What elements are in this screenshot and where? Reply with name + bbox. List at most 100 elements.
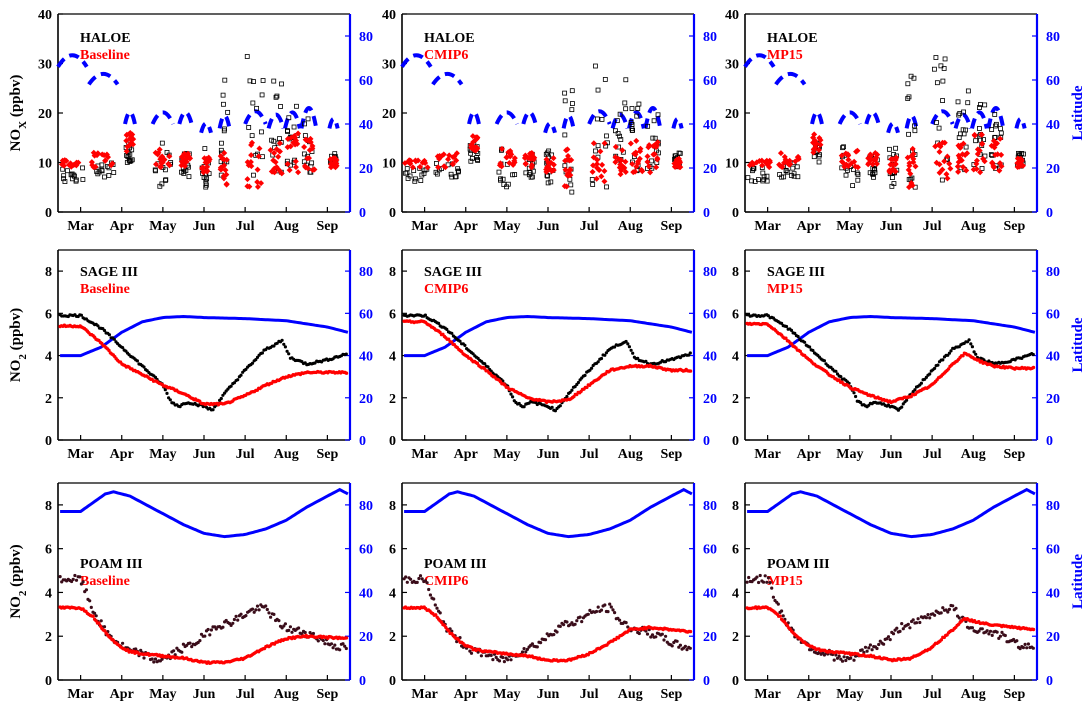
left-tick-label: 10	[38, 157, 52, 172]
observed-point	[407, 173, 413, 179]
right-tick-label: 40	[703, 350, 717, 365]
observed-point	[428, 593, 432, 597]
latitude-arc	[177, 110, 194, 125]
latitude-arc	[671, 116, 684, 129]
observed-point	[854, 394, 858, 399]
model-series	[58, 605, 349, 665]
observed-point	[832, 658, 836, 662]
observed-point	[928, 616, 932, 620]
observed-point	[568, 182, 574, 188]
model-point	[295, 130, 302, 137]
instrument-label: POAM III	[80, 557, 143, 572]
month-label: Sep	[660, 447, 682, 462]
model-point	[166, 153, 173, 160]
model-point	[615, 155, 622, 162]
observed-point	[947, 351, 952, 355]
observed-point	[422, 167, 428, 173]
observed-point	[530, 168, 536, 174]
observed-point	[93, 611, 97, 615]
observed-point	[486, 365, 490, 369]
observed-point	[455, 166, 461, 172]
model-point	[795, 154, 802, 161]
model-point	[907, 170, 914, 177]
observed-point	[269, 615, 273, 619]
right-tick-label: 0	[703, 434, 710, 449]
model-point	[653, 164, 660, 171]
observed-point	[770, 586, 774, 590]
model-point	[543, 156, 550, 163]
model-point	[647, 169, 654, 176]
month-label: Aug	[618, 447, 643, 462]
latitude-arc	[886, 121, 900, 134]
observed-point	[247, 78, 253, 84]
model-point	[254, 183, 261, 190]
observed-point	[203, 184, 209, 190]
observed-point	[662, 638, 666, 642]
observed-point	[630, 127, 635, 133]
month-label: Aug	[274, 687, 299, 702]
observed-point	[500, 176, 506, 182]
observed-point	[900, 622, 904, 626]
observed-point	[427, 587, 431, 592]
observed-point	[580, 620, 584, 624]
model-point	[594, 160, 601, 167]
model-point	[447, 337, 451, 341]
observed-point	[1031, 646, 1035, 650]
observed-point	[288, 625, 292, 629]
observed-point	[886, 635, 891, 639]
observed-point	[982, 102, 988, 108]
model-point	[295, 169, 302, 176]
observed-point	[552, 633, 556, 637]
observed-point	[190, 645, 194, 649]
observed-point	[417, 576, 421, 581]
observed-point	[491, 658, 495, 662]
month-label: Mar	[754, 219, 780, 234]
observed-point	[418, 178, 424, 183]
model-point	[521, 154, 528, 161]
model-point	[564, 146, 571, 153]
observed-point	[765, 580, 769, 584]
observed-point	[942, 56, 948, 62]
observed-point	[961, 131, 967, 137]
month-label: Sep	[1003, 687, 1025, 702]
observed-point	[655, 112, 661, 118]
left-tick-label: 6	[389, 543, 396, 558]
model-point	[766, 159, 773, 166]
observed-point	[280, 338, 284, 342]
left-tick-label: 8	[732, 499, 739, 514]
observed-point	[650, 135, 656, 141]
month-label: Apr	[110, 219, 134, 234]
observed-point	[415, 580, 419, 585]
observed-point	[882, 642, 886, 646]
model-point	[589, 168, 596, 175]
model-point	[327, 161, 334, 168]
left-tick-label: 6	[45, 307, 52, 322]
month-label: Jul	[923, 447, 942, 462]
observed-point	[941, 358, 945, 362]
model-point	[1031, 627, 1036, 632]
model-point	[217, 153, 224, 160]
observed-point	[789, 173, 794, 178]
model-point	[130, 141, 137, 148]
model-point	[470, 138, 477, 145]
model-point	[522, 160, 529, 167]
observed-point	[250, 607, 255, 611]
model-point	[784, 336, 788, 340]
model-label: CMIP6	[424, 48, 468, 63]
model-point	[254, 166, 261, 173]
observed-point	[644, 359, 648, 363]
observed-point	[543, 638, 548, 642]
model-point	[123, 148, 130, 155]
observed-point	[562, 163, 568, 169]
model-point	[528, 149, 535, 156]
model-point	[178, 158, 185, 165]
observed-point	[468, 649, 472, 653]
month-label: Mar	[754, 687, 780, 702]
observed-point	[877, 642, 881, 647]
left-tick-label: 30	[382, 58, 396, 73]
observed-point	[842, 655, 846, 659]
left-tick-label: 10	[725, 157, 739, 172]
observed-point	[165, 391, 169, 395]
observed-point	[250, 100, 256, 106]
